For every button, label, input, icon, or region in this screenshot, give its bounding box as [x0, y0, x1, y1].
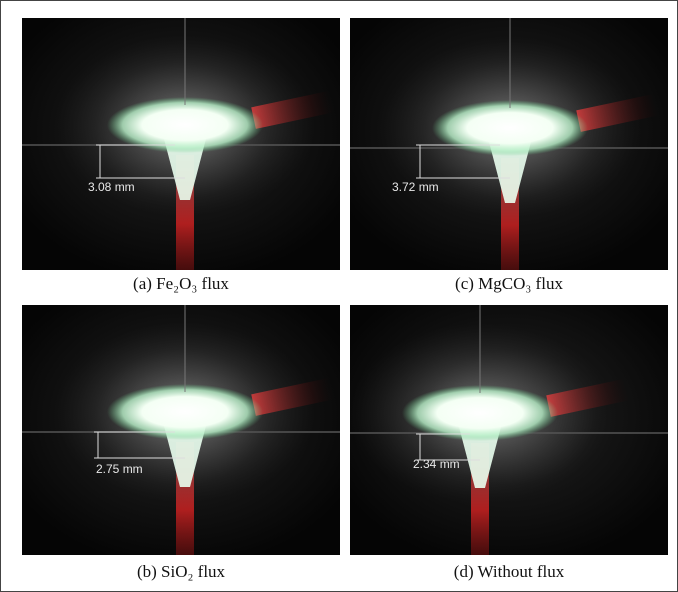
panel-caption: (b) SiO₂ flux [137, 562, 226, 581]
arc-glow [402, 385, 558, 441]
measurement-label: 2.34 mm [413, 457, 460, 471]
measurement-label: 2.75 mm [96, 462, 143, 476]
panel: 3.08 mm [22, 18, 340, 270]
arc-glow [432, 100, 588, 156]
panel: 2.75 mm [22, 305, 340, 555]
panel-caption: (a) Fe₂O₃ flux [133, 274, 229, 293]
figure: 3.08 mm (a) Fe₂O₃ flux 3.72 mm (c) MgCO₃ fl… [0, 0, 678, 592]
panel-caption: (d) Without flux [454, 562, 565, 581]
panel: 3.72 mm [350, 18, 668, 270]
measurement-label: 3.72 mm [392, 180, 439, 194]
panel: 2.34 mm [350, 305, 668, 555]
measurement-label: 3.08 mm [88, 180, 135, 194]
panel-caption: (c) MgCO₃ flux [455, 274, 563, 293]
